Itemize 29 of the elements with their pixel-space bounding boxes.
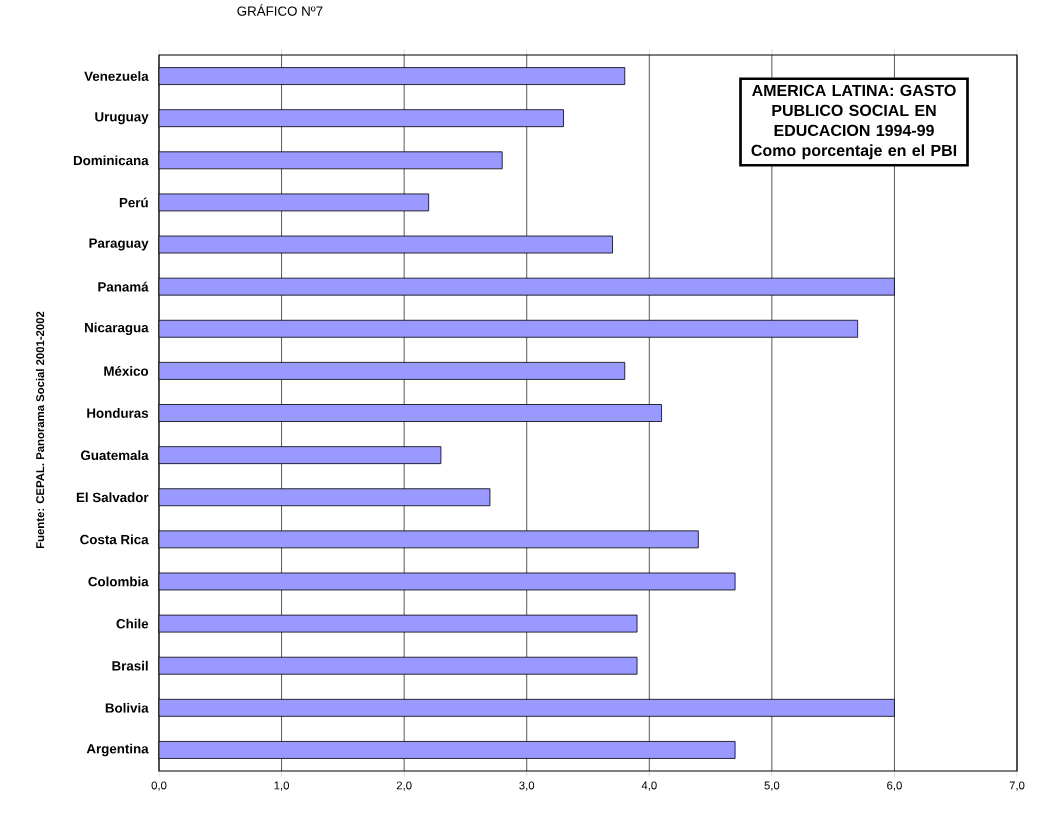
source-note: Fuente: CEPAL. Panorama Social 2001-2002 bbox=[35, 311, 45, 549]
y-tick-label: Brasil bbox=[112, 660, 148, 671]
y-tick-label: Argentina bbox=[86, 743, 149, 757]
y-tick-label: México bbox=[104, 365, 149, 376]
x-tick-label: 5,0 bbox=[764, 781, 780, 791]
x-tick-label: 2,0 bbox=[396, 781, 412, 791]
y-tick-label: Nicaragua bbox=[85, 322, 149, 336]
x-tick-label: 7,0 bbox=[1009, 781, 1025, 791]
x-tick-label: 3,0 bbox=[519, 781, 535, 791]
y-tick-label: Guatemala bbox=[80, 450, 149, 461]
y-tick-label: Panamá bbox=[98, 281, 149, 292]
text: GRÁFICO Nº7 bbox=[237, 4, 323, 16]
x-tick-label: 0,0 bbox=[151, 781, 167, 791]
x-tick-label: 4,0 bbox=[641, 781, 657, 791]
x-tick-label: 6,0 bbox=[887, 781, 902, 791]
y-tick-label: Dominicana bbox=[73, 155, 149, 166]
text: Como porcentaje en el PBI bbox=[751, 144, 957, 160]
text: AMERICA LATINA: GASTO PUBLICO SOCIAL EN EDUCACION 1994-99 bbox=[752, 84, 956, 137]
y-tick-label: El Salvador bbox=[76, 492, 149, 503]
y-tick-label: Paraguay bbox=[89, 238, 149, 251]
x-tick-label: 1,0 bbox=[274, 781, 290, 791]
y-tick-label: Honduras bbox=[87, 408, 149, 418]
y-tick-label: Venezuela bbox=[84, 71, 149, 81]
y-tick-label: Colombia bbox=[88, 576, 149, 587]
y-tick-label: Uruguay bbox=[95, 112, 149, 125]
y-tick-label: Perú bbox=[119, 197, 148, 208]
y-tick-label: Chile bbox=[116, 618, 149, 629]
y-tick-label: Bolivia bbox=[105, 702, 149, 713]
y-tick-label: Costa Rica bbox=[80, 534, 149, 545]
